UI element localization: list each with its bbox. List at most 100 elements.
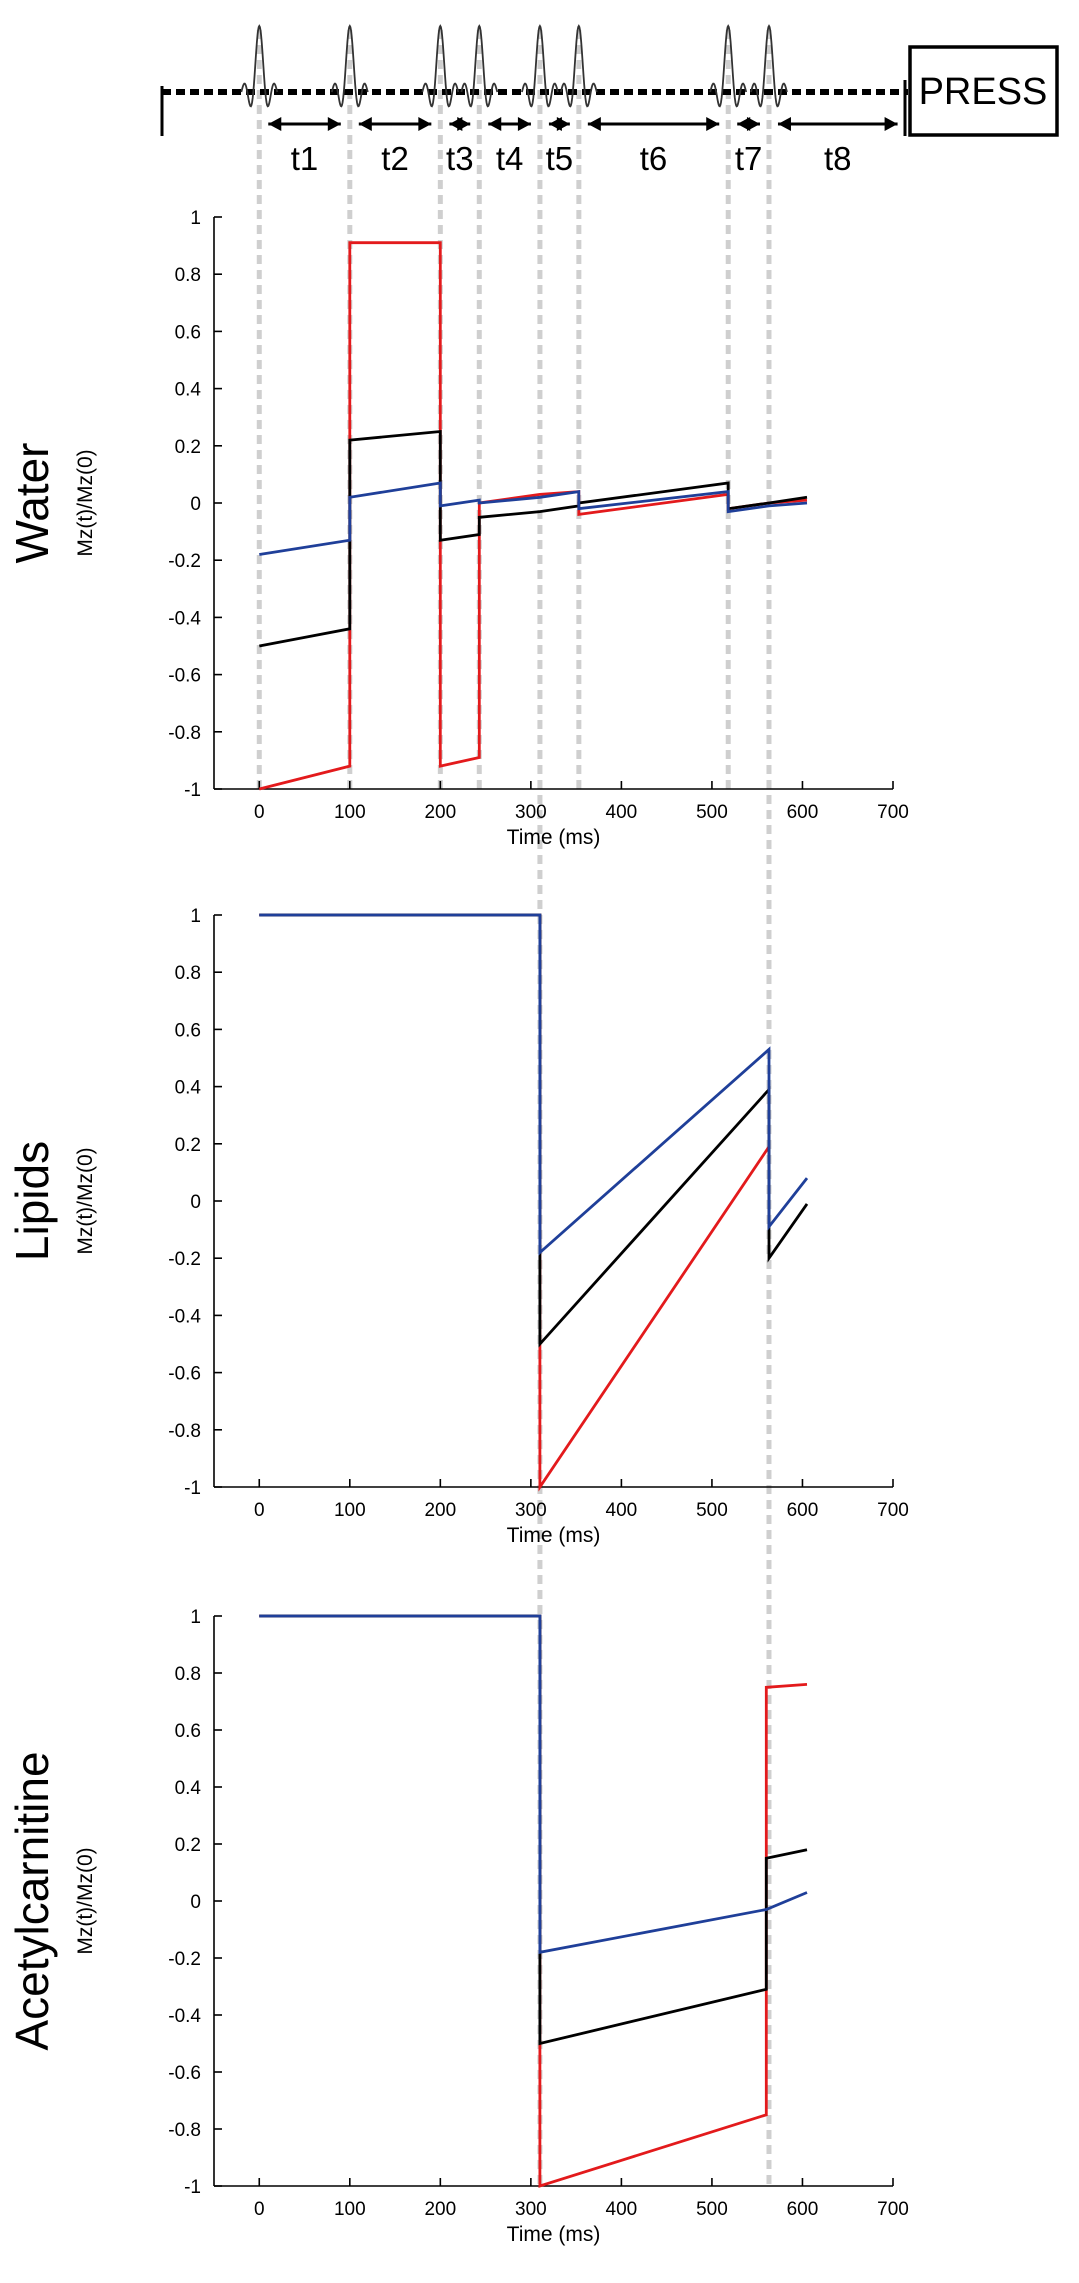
- x-tick-label: 100: [334, 2199, 366, 2220]
- y-tick-label: 0.4: [175, 380, 202, 401]
- press-label: PRESS: [919, 71, 1048, 113]
- x-tick-label: 300: [515, 802, 547, 823]
- chart-panel-lipids: 1 0.8 0.6 0.4 0.2 0 -0.2 -0.4 -0.6 -0.8 -1 0 100 200 3…: [6, 906, 909, 1547]
- series-line-red: [259, 913, 771, 1492]
- y-tick-label: 0.6: [175, 1020, 201, 1041]
- x-tick-label: 400: [606, 2199, 638, 2220]
- y-tick-label: -0.2: [168, 551, 201, 572]
- interval-label-t1: t1: [291, 140, 319, 177]
- interval-arrowhead-right-t1: [327, 117, 341, 131]
- y-tick-label: 0.6: [175, 1721, 201, 1742]
- x-axis-label: Time (ms): [507, 1524, 601, 1547]
- y-tick-label: -1: [184, 2177, 201, 2198]
- interval-label-t2: t2: [381, 140, 409, 177]
- panel-title: Water: [6, 443, 58, 564]
- interval-label-t7: t7: [735, 140, 763, 177]
- x-tick-label: 0: [254, 802, 265, 823]
- x-tick-label: 300: [515, 1500, 547, 1521]
- y-tick-label: -0.8: [168, 723, 201, 744]
- panel-title: Acetylcarnitine: [6, 1751, 58, 2050]
- rf-pulse-5: [521, 24, 559, 108]
- y-tick-label: 0.4: [175, 1078, 202, 1099]
- x-tick-label: 700: [877, 1500, 909, 1521]
- x-tick-label: 0: [254, 2199, 265, 2220]
- chart-panel-acetylcarnitine: 1 0.8 0.6 0.4 0.2 0 -0.2 -0.4 -0.6 -0.8 -1 0 100 200 3…: [6, 1607, 909, 2246]
- y-tick-label: 0.2: [175, 1135, 201, 1156]
- y-tick-label: 0: [190, 1192, 201, 1213]
- y-tick-label: -1: [184, 780, 201, 801]
- x-axis-label: Time (ms): [507, 826, 601, 849]
- interval-arrowhead-right-t8: [884, 117, 898, 131]
- x-tick-label: 200: [424, 802, 456, 823]
- rf-pulse-8: [750, 24, 788, 108]
- y-tick-label: 0.8: [175, 963, 201, 984]
- y-tick-label: 0.4: [175, 1778, 202, 1799]
- x-tick-label: 700: [877, 2199, 909, 2220]
- y-tick-label: 0.6: [175, 322, 201, 343]
- series-line-black: [259, 1614, 808, 2046]
- x-tick-label: 500: [696, 1500, 728, 1521]
- x-tick-label: 600: [787, 802, 819, 823]
- x-tick-label: 700: [877, 802, 909, 823]
- series-line-black: [259, 913, 809, 1348]
- x-tick-label: 200: [424, 1500, 456, 1521]
- rf-pulse-7: [709, 24, 748, 108]
- rf-pulse-4: [460, 24, 499, 108]
- y-tick-label: -0.4: [168, 608, 201, 629]
- interval-label-t6: t6: [640, 140, 668, 177]
- x-tick-label: 300: [515, 2199, 547, 2220]
- series-line-red: [259, 1614, 808, 2188]
- pulse-sequence-diagram: PRESS t1 t2 t3 t4 t5 t6 t7 t8: [160, 24, 1059, 177]
- rf-pulse-3: [421, 24, 460, 108]
- y-tick-label: -0.8: [168, 1421, 201, 1442]
- y-tick-label: 1: [190, 208, 201, 229]
- chart-panels: 10.80.60.40.20-0.2-0.4-0.6-0.8-10 100 200 3…: [6, 208, 909, 2246]
- interval-label-t4: t4: [496, 140, 524, 177]
- interval-arrowhead-left-t8: [777, 117, 791, 131]
- panel-title: Lipids: [6, 1141, 58, 1261]
- y-tick-label: 0: [190, 494, 201, 515]
- y-tick-label: -0.2: [168, 1249, 201, 1270]
- y-tick-label: -0.4: [168, 2006, 201, 2027]
- rf-pulse-2: [330, 24, 369, 108]
- x-tick-label: 600: [787, 1500, 819, 1521]
- y-tick-label: -0.6: [168, 666, 201, 687]
- y-tick-label: -1: [184, 1478, 201, 1499]
- rf-pulse-6: [559, 24, 598, 108]
- interval-arrowhead-right-t6: [706, 117, 720, 131]
- series-line-black: [259, 429, 808, 648]
- y-tick-label: 0: [190, 1892, 201, 1913]
- interval-arrowhead-right-t2: [418, 117, 432, 131]
- y-tick-label: -0.8: [168, 2120, 201, 2141]
- y-tick-label: -0.2: [168, 1949, 201, 1970]
- interval-arrowhead-right-t7: [746, 117, 760, 131]
- series-line-blue: [259, 481, 808, 556]
- x-tick-label: 500: [696, 2199, 728, 2220]
- interval-label-t5: t5: [546, 140, 574, 177]
- y-tick-label: 0.2: [175, 1835, 201, 1856]
- y-tick-label: 1: [190, 906, 201, 927]
- y-tick-label: -0.4: [168, 1306, 201, 1327]
- x-tick-label: 100: [334, 802, 366, 823]
- x-tick-label: 0: [254, 1500, 265, 1521]
- press-box: [908, 45, 1059, 137]
- x-tick-label: 400: [606, 1500, 638, 1521]
- y-axis-label: Mz(t)/Mz(0): [74, 449, 97, 556]
- y-tick-label: -0.6: [168, 1364, 201, 1385]
- y-tick-label: 0.8: [175, 265, 201, 286]
- interval-arrowhead-right-t5: [556, 117, 570, 131]
- y-tick-label: 1: [190, 1607, 201, 1628]
- x-tick-label: 400: [606, 802, 638, 823]
- interval-arrowhead-left-t1: [268, 117, 282, 131]
- interval-label-t3: t3: [446, 140, 474, 177]
- interval-arrowhead-left-t2: [358, 117, 372, 131]
- y-tick-label: 0.8: [175, 1664, 201, 1685]
- x-tick-label: 500: [696, 802, 728, 823]
- series-line-blue: [259, 913, 809, 1256]
- pulse-guide-lines: [256, 30, 772, 2186]
- x-tick-label: 600: [787, 2199, 819, 2220]
- interval-arrowhead-left-t6: [587, 117, 601, 131]
- interval-arrowhead-left-t4: [488, 117, 502, 131]
- series-line-red: [258, 241, 808, 791]
